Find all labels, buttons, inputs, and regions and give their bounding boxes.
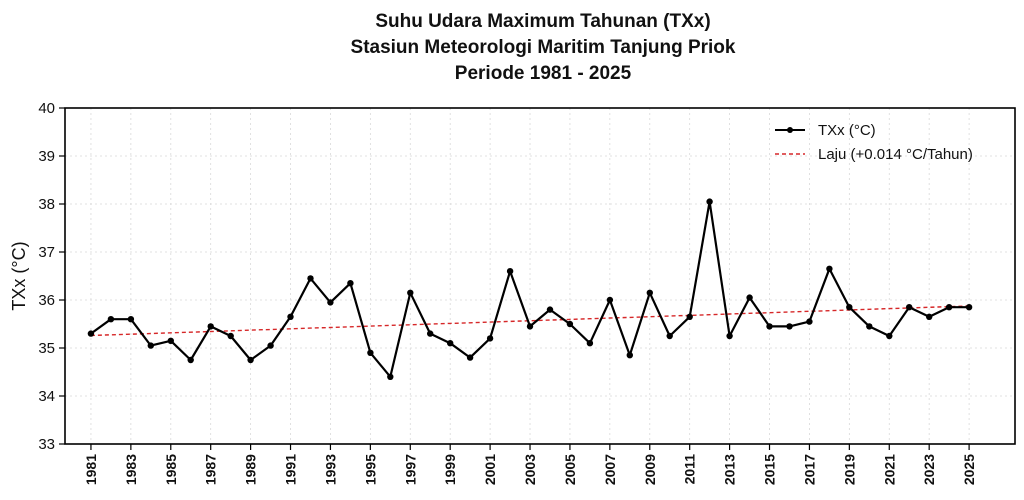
txx-point bbox=[965, 304, 973, 311]
txx-point bbox=[267, 342, 274, 349]
plot-frame bbox=[64, 107, 1016, 445]
x-tick-label: 2009 bbox=[642, 454, 658, 485]
x-tick-label: 2021 bbox=[881, 454, 897, 485]
txx-point bbox=[546, 306, 554, 313]
txx-point bbox=[107, 316, 115, 323]
txx-point bbox=[626, 352, 633, 359]
x-tick-label: 2019 bbox=[841, 454, 857, 485]
x-tick-label: 2001 bbox=[482, 454, 498, 485]
txx-point bbox=[666, 332, 673, 340]
y-tick-label: 39 bbox=[38, 148, 55, 165]
txx-point bbox=[187, 356, 194, 364]
y-tick-label: 35 bbox=[38, 340, 55, 357]
txx-point bbox=[327, 299, 334, 306]
txx-point bbox=[407, 289, 414, 296]
legend-label-trend: Laju (+0.014 °C/Tahun) bbox=[818, 146, 973, 163]
txx-point bbox=[726, 332, 733, 340]
legend: TXx (°C) Laju (+0.014 °C/Tahun) bbox=[775, 122, 973, 163]
x-tick-label: 1991 bbox=[283, 454, 299, 485]
x-tick-label: 2025 bbox=[961, 454, 977, 485]
txx-point bbox=[866, 323, 873, 330]
x-tick-label: 2011 bbox=[682, 454, 698, 485]
y-tick-label: 34 bbox=[38, 388, 55, 405]
chart-title-line-2: Stasiun Meteorologi Maritim Tanjung Prio… bbox=[351, 37, 736, 58]
txx-point bbox=[247, 356, 254, 364]
txx-point bbox=[466, 354, 474, 361]
chart-title-line-3: Periode 1981 - 2025 bbox=[455, 63, 632, 84]
txx-point bbox=[886, 332, 893, 340]
txx-point bbox=[646, 289, 653, 296]
legend-marker-dot bbox=[787, 127, 793, 133]
x-tick-label: 2017 bbox=[801, 454, 817, 485]
txx-point bbox=[367, 349, 374, 356]
txx-point bbox=[526, 323, 534, 330]
txx-point bbox=[427, 330, 434, 337]
txx-point bbox=[387, 373, 394, 380]
txx-point bbox=[906, 304, 913, 311]
txx-point bbox=[706, 198, 713, 205]
x-tick-label: 1985 bbox=[163, 454, 179, 485]
txx-point bbox=[945, 304, 953, 311]
y-axis-label: TXx (°C) bbox=[9, 241, 29, 310]
x-tick-label: 1983 bbox=[123, 454, 139, 485]
txx-point bbox=[606, 296, 614, 304]
txx-point bbox=[686, 313, 693, 320]
x-tick-label: 1997 bbox=[402, 454, 418, 485]
txx-point bbox=[766, 323, 773, 330]
txx-point bbox=[307, 275, 314, 282]
txx-point bbox=[846, 304, 853, 311]
txx-point bbox=[347, 280, 354, 287]
chart-title-line-1: Suhu Udara Maximum Tahunan (TXx) bbox=[375, 11, 710, 32]
x-tick-label: 1999 bbox=[442, 454, 458, 485]
legend-label-txx: TXx (°C) bbox=[818, 122, 876, 139]
series-layer bbox=[87, 198, 973, 380]
txx-point bbox=[926, 313, 933, 320]
x-tick-label: 2003 bbox=[522, 454, 538, 485]
y-tick-label: 38 bbox=[38, 196, 55, 213]
x-tick-label: 2013 bbox=[722, 454, 738, 485]
txx-point bbox=[207, 323, 214, 330]
x-tick-label: 2015 bbox=[762, 454, 778, 485]
txx-point bbox=[806, 318, 813, 325]
txx-point bbox=[167, 337, 174, 344]
x-tick-label: 1981 bbox=[83, 454, 99, 485]
txx-point bbox=[147, 342, 154, 349]
x-tick-label: 1987 bbox=[203, 454, 219, 485]
txx-point bbox=[566, 320, 574, 328]
txx-point bbox=[486, 335, 494, 342]
txx-point bbox=[447, 340, 454, 347]
x-tick-label: 2007 bbox=[602, 454, 618, 485]
txx-point bbox=[227, 332, 234, 340]
y-axis: 33 34 35 36 37 38 39 40 bbox=[38, 100, 65, 453]
txx-point bbox=[786, 323, 793, 330]
txx-point bbox=[87, 330, 95, 337]
txx-point bbox=[586, 340, 594, 347]
txx-point bbox=[287, 313, 294, 320]
y-tick-label: 33 bbox=[38, 436, 55, 453]
x-axis: 1981 1983 1985 1987 1989 1991 1993 1995 1997 1999… bbox=[83, 444, 977, 485]
y-tick-label: 40 bbox=[38, 100, 55, 117]
x-tick-label: 1995 bbox=[362, 454, 378, 485]
txx-point bbox=[746, 294, 753, 301]
y-tick-label: 37 bbox=[38, 244, 55, 261]
x-tick-label: 2005 bbox=[562, 454, 578, 485]
txx-point bbox=[826, 265, 833, 272]
y-tick-label: 36 bbox=[38, 292, 55, 309]
x-tick-label: 1993 bbox=[322, 454, 338, 485]
x-tick-label: 2023 bbox=[921, 454, 937, 485]
x-tick-label: 1989 bbox=[243, 454, 259, 485]
txx-point bbox=[127, 316, 135, 323]
txx-point bbox=[506, 268, 514, 275]
